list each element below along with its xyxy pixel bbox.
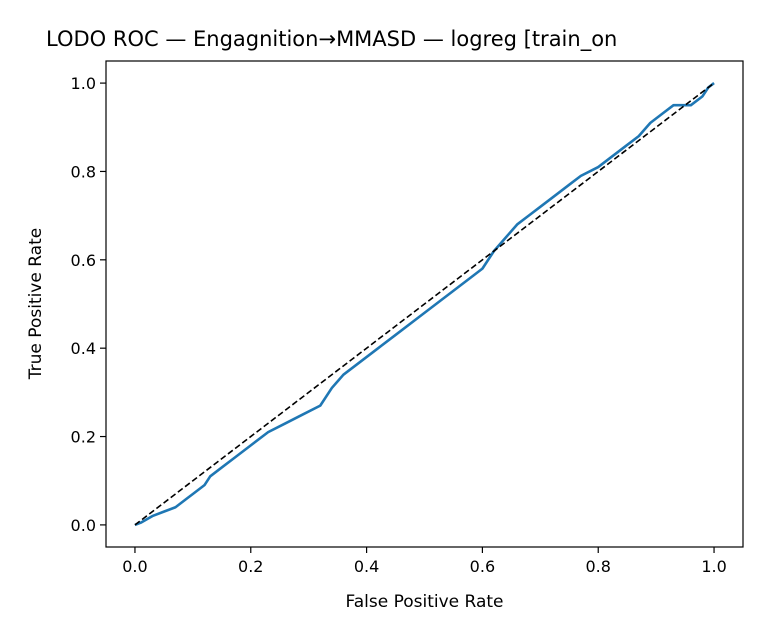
axes-frame [105,60,744,548]
x-axis-label: False Positive Rate [346,592,504,612]
x-tick-label: 0.4 [354,557,379,576]
y-tick-label: 0.0 [71,516,96,535]
x-tick-label: 0.2 [238,557,263,576]
x-tick-label: 0.0 [122,557,147,576]
chart-title: LODO ROC — Engagnition→MMASD — logreg [t… [46,27,617,52]
x-tick-label: 0.8 [586,557,611,576]
x-tick-label: 0.6 [470,557,495,576]
x-tick-label: 1.0 [701,557,726,576]
y-tick-label: 0.4 [71,339,96,358]
y-tick-label: 1.0 [71,74,96,93]
roc-curve-line [134,82,715,527]
y-tick-label: 0.6 [71,251,96,270]
y-tick-label: 0.8 [71,162,96,181]
y-axis-label: True Positive Rate [26,228,46,380]
plot-area: 0.0 0.2 0.4 0.6 0.8 1.0 0.0 0.2 0.4 0.6 0.8 1.0 [71,60,744,576]
chance-diagonal-line [134,82,715,526]
y-tick-label: 0.2 [71,428,96,447]
